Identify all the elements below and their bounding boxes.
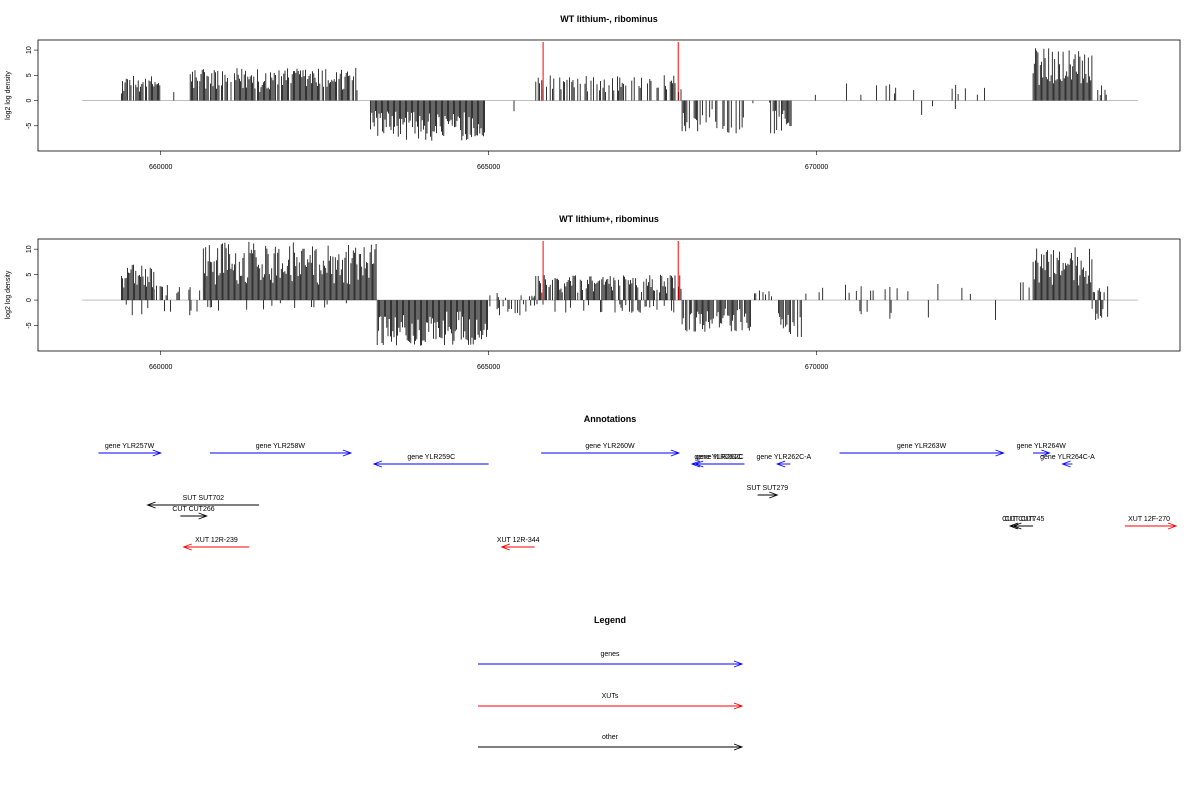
x-tick-label: 660000	[149, 364, 172, 371]
annotation-arrow	[1061, 460, 1073, 468]
annotation-arrow	[182, 543, 250, 551]
legend-label: other	[602, 734, 619, 741]
x-tick-label: 665000	[477, 164, 500, 171]
x-tick-label: 660000	[149, 164, 172, 171]
arrow-head	[198, 512, 208, 520]
annotation-label: SUT SUT702	[183, 495, 225, 502]
annotation-arrow	[1008, 522, 1030, 530]
y-tick-label: 10	[26, 245, 33, 253]
legend-arrow	[478, 660, 744, 668]
annotation-label: XUT 12R-239	[195, 537, 238, 544]
arrow-head	[1041, 449, 1051, 457]
arrow-head	[769, 491, 779, 499]
legend-panel: Legend genes XUTs other	[478, 615, 744, 751]
legend-arrow	[478, 702, 744, 710]
y-axis-label: log2 log density	[5, 270, 12, 319]
arrow-head	[182, 543, 192, 551]
arrow-head	[670, 449, 681, 457]
annotation-label: gene YLR257W	[105, 443, 155, 450]
y-tick-label: 5	[26, 73, 33, 77]
annotation-arrow	[372, 460, 489, 468]
plot-frame	[37, 238, 1181, 352]
annotation-arrow	[146, 501, 260, 509]
arrow-head	[372, 460, 383, 468]
annotation-arrow	[693, 460, 745, 468]
arrow-head	[693, 460, 704, 468]
x-tick-label: 665000	[477, 364, 500, 371]
arrow-head	[500, 543, 510, 551]
arrow-head	[733, 702, 744, 710]
track-panel-lithium-minus: WT lithium-, ribominus -5 0 5 10 log2 log den…	[5, 14, 1181, 171]
annotation-label: gene YLR262C	[696, 454, 744, 461]
chart-title: WT lithium+, ribominus	[559, 214, 659, 224]
y-tick-label: 10	[26, 46, 33, 54]
legend-title: Legend	[594, 615, 626, 625]
legend-label: XUTs	[602, 693, 619, 700]
annotation-label: gene YLR263W	[897, 443, 947, 450]
annotation-label: CUT CUT266	[172, 506, 214, 513]
plot-frame	[37, 39, 1181, 152]
arrow-head	[775, 460, 786, 468]
annotation-arrow	[775, 460, 791, 468]
annotation-label: CUT CUT745	[1002, 516, 1044, 523]
density-bars	[121, 48, 1107, 141]
annotations-panel: Annotations gene YLR257W gene YLR258W gene …	[98, 414, 1178, 551]
annotation-arrow	[209, 449, 353, 457]
annotation-label: CUT CUT	[1005, 516, 1036, 523]
y-tick-label: -5	[26, 322, 33, 328]
x-tick-label: 670000	[805, 164, 828, 171]
annotation-arrow	[500, 543, 535, 551]
annotation-label: gene YLR261C	[694, 454, 742, 461]
arrow-head	[342, 449, 353, 457]
annotation-label: gene YLR264W	[1017, 443, 1067, 450]
y-tick-label: 5	[26, 273, 33, 277]
arrow-head	[995, 449, 1005, 457]
annotation-label: XUT 12F-270	[1128, 516, 1170, 523]
annotation-arrow	[1033, 449, 1051, 457]
annotations-title: Annotations	[584, 414, 637, 424]
arrow-head	[1008, 522, 1019, 530]
y-tick-label: 0	[26, 298, 33, 302]
legend-arrow	[478, 743, 744, 751]
annotation-arrow	[1124, 522, 1178, 530]
y-axis-label: log2 log density	[5, 71, 12, 120]
annotation-label: gene YLR262C-A	[756, 454, 811, 461]
y-tick-label: -5	[26, 123, 33, 129]
annotation-label: gene YLR264C-A	[1040, 454, 1095, 461]
y-tick-label: 0	[26, 98, 33, 102]
annotation-arrow	[98, 449, 162, 457]
annotation-label: XUT 12R-344	[497, 537, 540, 544]
annotation-label: gene YLR258W	[256, 443, 306, 450]
annotation-arrow	[180, 512, 208, 520]
chart-title: WT lithium-, ribominus	[560, 14, 658, 24]
x-tick-label: 670000	[805, 364, 828, 371]
track-panel-lithium-plus: WT lithium+, ribominus -5 0 5 10 log2 log den…	[5, 214, 1181, 371]
annotation-arrow	[839, 449, 1005, 457]
arrow-head	[1167, 522, 1178, 530]
annotation-arrow	[757, 491, 779, 499]
arrow-head	[733, 660, 744, 668]
arrow-head	[152, 449, 162, 457]
arrow-head	[1061, 460, 1071, 468]
annotation-label: SUT SUT279	[747, 485, 789, 492]
arrow-head	[146, 501, 156, 509]
annotation-arrow	[541, 449, 681, 457]
annotation-label: gene YLR260W	[585, 443, 635, 450]
legend-label: genes	[600, 651, 620, 658]
annotation-label: gene YLR259C	[407, 454, 455, 461]
density-bars	[121, 241, 1109, 346]
arrow-head	[690, 460, 701, 468]
arrow-head	[733, 743, 744, 751]
